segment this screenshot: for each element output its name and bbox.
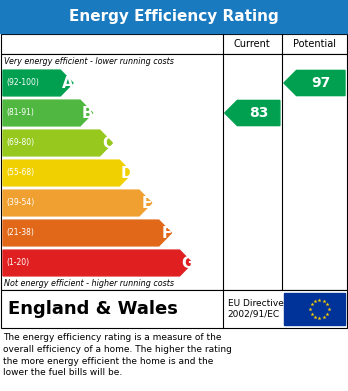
Polygon shape bbox=[3, 250, 192, 276]
Text: England & Wales: England & Wales bbox=[8, 300, 178, 318]
Text: C: C bbox=[102, 136, 113, 151]
Bar bbox=[284, 293, 345, 325]
Bar bbox=[0, 0, 348, 33]
Text: Potential: Potential bbox=[293, 39, 336, 49]
Bar bbox=[1, 34, 347, 54]
Text: 83: 83 bbox=[249, 106, 268, 120]
Polygon shape bbox=[3, 130, 112, 156]
Polygon shape bbox=[225, 100, 280, 126]
Polygon shape bbox=[284, 70, 345, 96]
Text: (55-68): (55-68) bbox=[6, 169, 34, 178]
Text: E: E bbox=[142, 196, 152, 210]
Text: Not energy efficient - higher running costs: Not energy efficient - higher running co… bbox=[4, 280, 174, 289]
Text: F: F bbox=[161, 226, 172, 240]
Polygon shape bbox=[3, 70, 73, 96]
Text: Very energy efficient - lower running costs: Very energy efficient - lower running co… bbox=[4, 57, 174, 66]
Text: (69-80): (69-80) bbox=[6, 138, 34, 147]
Polygon shape bbox=[3, 160, 132, 186]
Polygon shape bbox=[3, 190, 152, 216]
Bar bbox=[1, 54, 347, 290]
Text: 97: 97 bbox=[311, 76, 330, 90]
Text: (21-38): (21-38) bbox=[6, 228, 34, 237]
Text: EU Directive
2002/91/EC: EU Directive 2002/91/EC bbox=[228, 299, 284, 319]
Text: (81-91): (81-91) bbox=[6, 108, 34, 118]
Text: B: B bbox=[82, 106, 94, 120]
Polygon shape bbox=[3, 220, 172, 246]
Text: Current: Current bbox=[234, 39, 271, 49]
Text: (39-54): (39-54) bbox=[6, 199, 34, 208]
Text: G: G bbox=[181, 255, 193, 271]
Bar bbox=[1, 290, 347, 328]
Text: A: A bbox=[62, 75, 74, 90]
Text: (92-100): (92-100) bbox=[6, 79, 39, 88]
Text: The energy efficiency rating is a measure of the
overall efficiency of a home. T: The energy efficiency rating is a measur… bbox=[3, 333, 232, 377]
Text: Energy Efficiency Rating: Energy Efficiency Rating bbox=[69, 9, 279, 24]
Text: (1-20): (1-20) bbox=[6, 258, 29, 267]
Text: D: D bbox=[121, 165, 133, 181]
Polygon shape bbox=[3, 100, 93, 126]
